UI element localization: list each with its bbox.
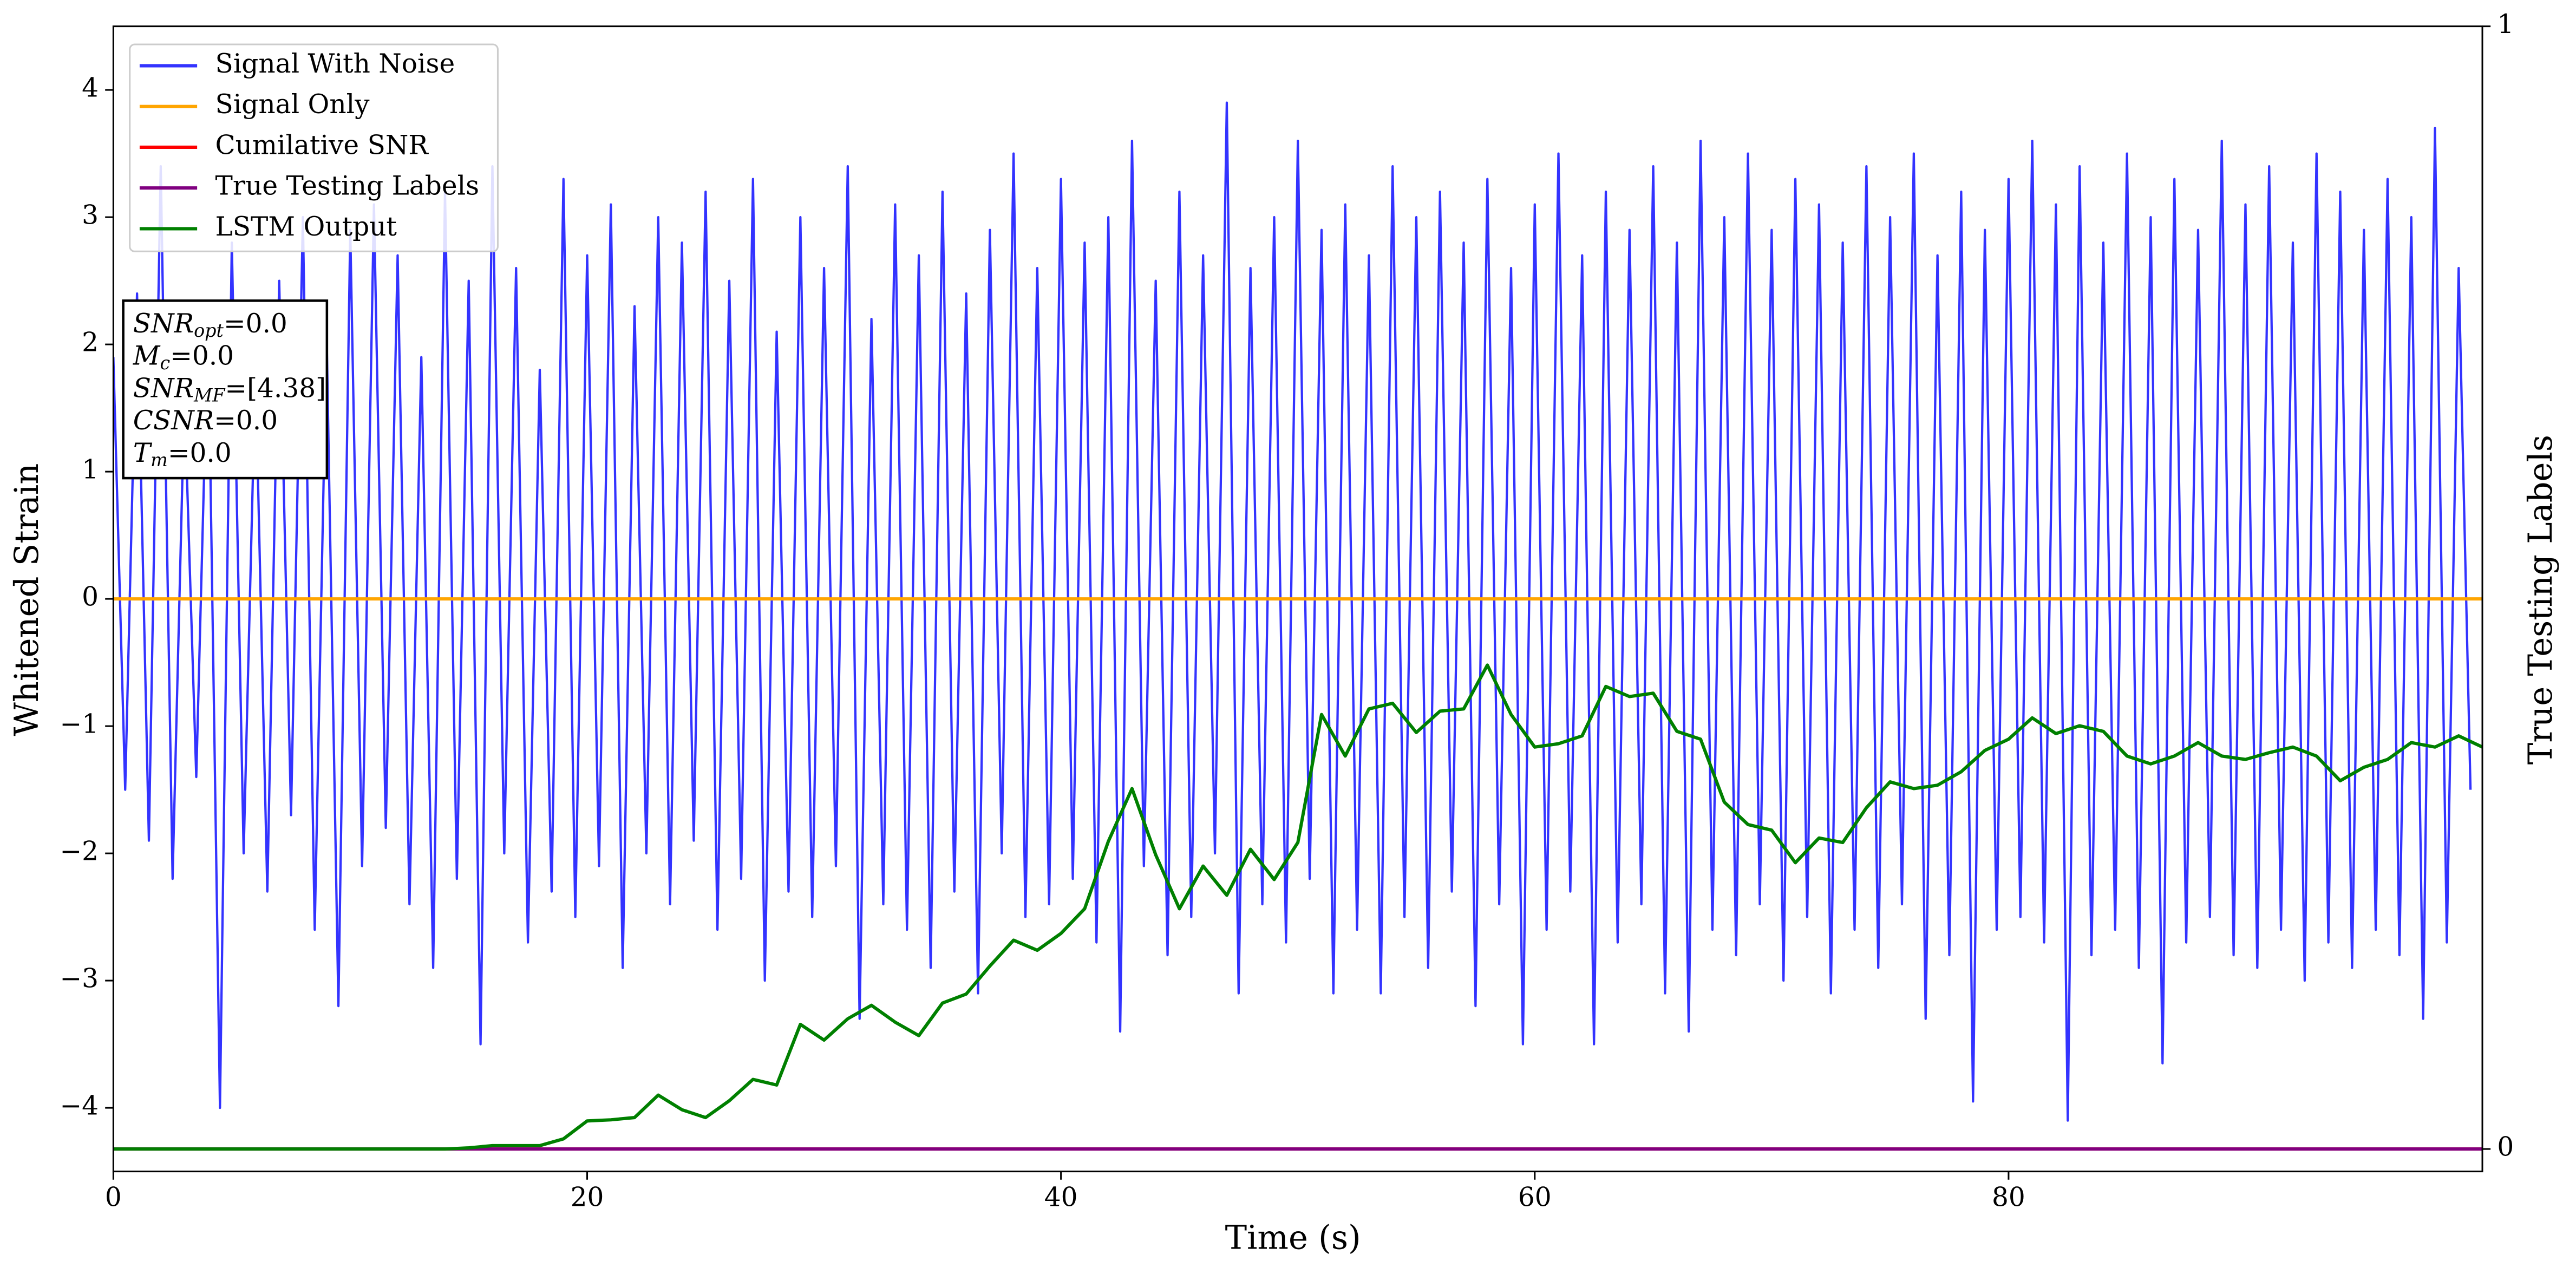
annotation-box: SNRopt=0.0Mc=0.0SNRMF=[4.38]CSNR=0.0Tm=0… [122, 299, 329, 480]
y-tick-label: 3 [82, 200, 99, 231]
annotation-text: =0.0 [214, 406, 278, 436]
y-tick-label: −1 [60, 709, 99, 740]
y-axis-label: Whitened Strain [8, 463, 46, 736]
x-axis-label: Time (s) [1225, 1219, 1361, 1257]
annotation-text: =0.0 [170, 341, 234, 371]
annotation-symbol: SNR [133, 308, 194, 338]
annotation-subscript: opt [194, 320, 224, 341]
annotation-line: Tm=0.0 [133, 437, 232, 471]
plot-area [113, 101, 2483, 1151]
y-tick-label: 1 [82, 455, 99, 485]
annotation-symbol: T [133, 437, 153, 468]
annotation-line: Mc=0.0 [133, 341, 234, 374]
x-tick-label: 20 [571, 1182, 604, 1213]
annotation-symbol: M [133, 341, 161, 371]
annotation-subscript: c [160, 352, 171, 374]
y-tick-label: −2 [60, 837, 99, 867]
y2-axis-label: True Testing Labels [2522, 435, 2560, 765]
annotation-symbol: SNR [133, 373, 194, 403]
annotation-text: =0.0 [224, 308, 287, 338]
y2-tick-label: 0 [2497, 1132, 2514, 1162]
y-tick-label: −4 [60, 1091, 99, 1121]
y2-tick-label: 1 [2497, 9, 2514, 40]
annotation-subscript: MF [193, 385, 226, 406]
annotation-line: CSNR=0.0 [133, 406, 278, 436]
annotation-subscript: m [151, 449, 168, 471]
annotation-text: =0.0 [168, 437, 232, 468]
x-tick-label: 80 [1992, 1182, 2025, 1213]
legend-label: True Testing Labels [215, 171, 480, 201]
y-tick-label: −3 [60, 964, 99, 994]
x-tick-label: 60 [1518, 1182, 1552, 1213]
x-tick-label: 40 [1044, 1182, 1078, 1213]
series-line [113, 101, 2472, 1122]
series-line [113, 663, 2483, 1151]
annotation-line: SNRopt=0.0 [133, 308, 287, 341]
annotation-text: =[4.38] [225, 373, 326, 403]
y-tick-label: 0 [82, 582, 99, 612]
annotation-line: SNRMF=[4.38] [133, 373, 326, 406]
y-tick-label: 4 [82, 73, 99, 103]
x-tick-label: 0 [105, 1182, 122, 1213]
legend-label: Signal With Noise [215, 49, 455, 79]
legend: Signal With Noise Signal Only Cumilative S… [129, 43, 499, 252]
legend-label: Signal Only [215, 89, 370, 120]
legend-label: Cumilative SNR [215, 130, 429, 160]
annotation-symbol: CSNR [133, 406, 214, 436]
y-tick-label: 2 [82, 328, 99, 358]
annotation-frame [122, 299, 329, 480]
legend-label: LSTM Output [215, 212, 397, 242]
legend-frame [129, 43, 499, 252]
